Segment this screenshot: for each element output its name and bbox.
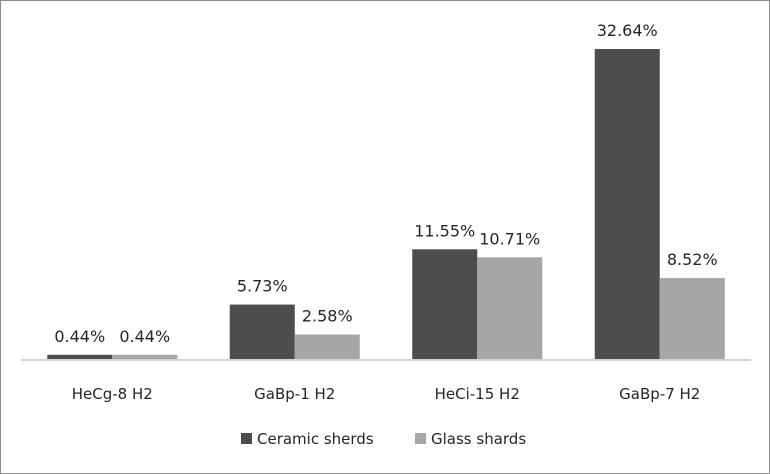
value-label-glass-3: 10.71% xyxy=(479,229,540,248)
category-label-3: HeCi-15 H2 xyxy=(435,385,520,403)
value-label-glass-4: 8.52% xyxy=(667,250,718,269)
bar-ceramic-3 xyxy=(412,249,478,359)
bars-group xyxy=(47,49,725,359)
value-label-glass-1: 0.44% xyxy=(119,327,170,346)
category-label-1: HeCg-8 H2 xyxy=(72,385,153,403)
bar-glass-3 xyxy=(477,257,543,359)
value-label-ceramic-2: 5.73% xyxy=(237,277,288,296)
category-labels-group: HeCg-8 H2 GaBp-1 H2 HeCi-15 H2 GaBp-7 H2 xyxy=(72,385,701,403)
value-label-ceramic-4: 32.64% xyxy=(597,21,658,40)
bar-ceramic-2 xyxy=(229,304,295,359)
bar-glass-4 xyxy=(659,278,725,359)
value-label-glass-2: 2.58% xyxy=(302,306,353,325)
category-label-2: GaBp-1 H2 xyxy=(254,385,335,403)
legend-label-ceramic: Ceramic sherds xyxy=(257,430,374,448)
bar-glass-2 xyxy=(294,334,360,359)
category-label-4: GaBp-7 H2 xyxy=(619,385,700,403)
legend-swatch-glass xyxy=(415,433,426,444)
value-label-ceramic-1: 0.44% xyxy=(54,327,105,346)
bar-glass-1 xyxy=(112,354,178,359)
legend: Ceramic sherds Glass shards xyxy=(241,430,526,448)
legend-swatch-ceramic xyxy=(241,433,252,444)
value-labels-group: 0.44% 0.44% 5.73% 2.58% 11.55% 10.71% 32.64% 8.… xyxy=(54,21,717,346)
bar-ceramic-1 xyxy=(47,354,113,359)
bar-ceramic-4 xyxy=(594,49,660,359)
legend-label-glass: Glass shards xyxy=(431,430,526,448)
value-label-ceramic-3: 11.55% xyxy=(414,221,475,240)
